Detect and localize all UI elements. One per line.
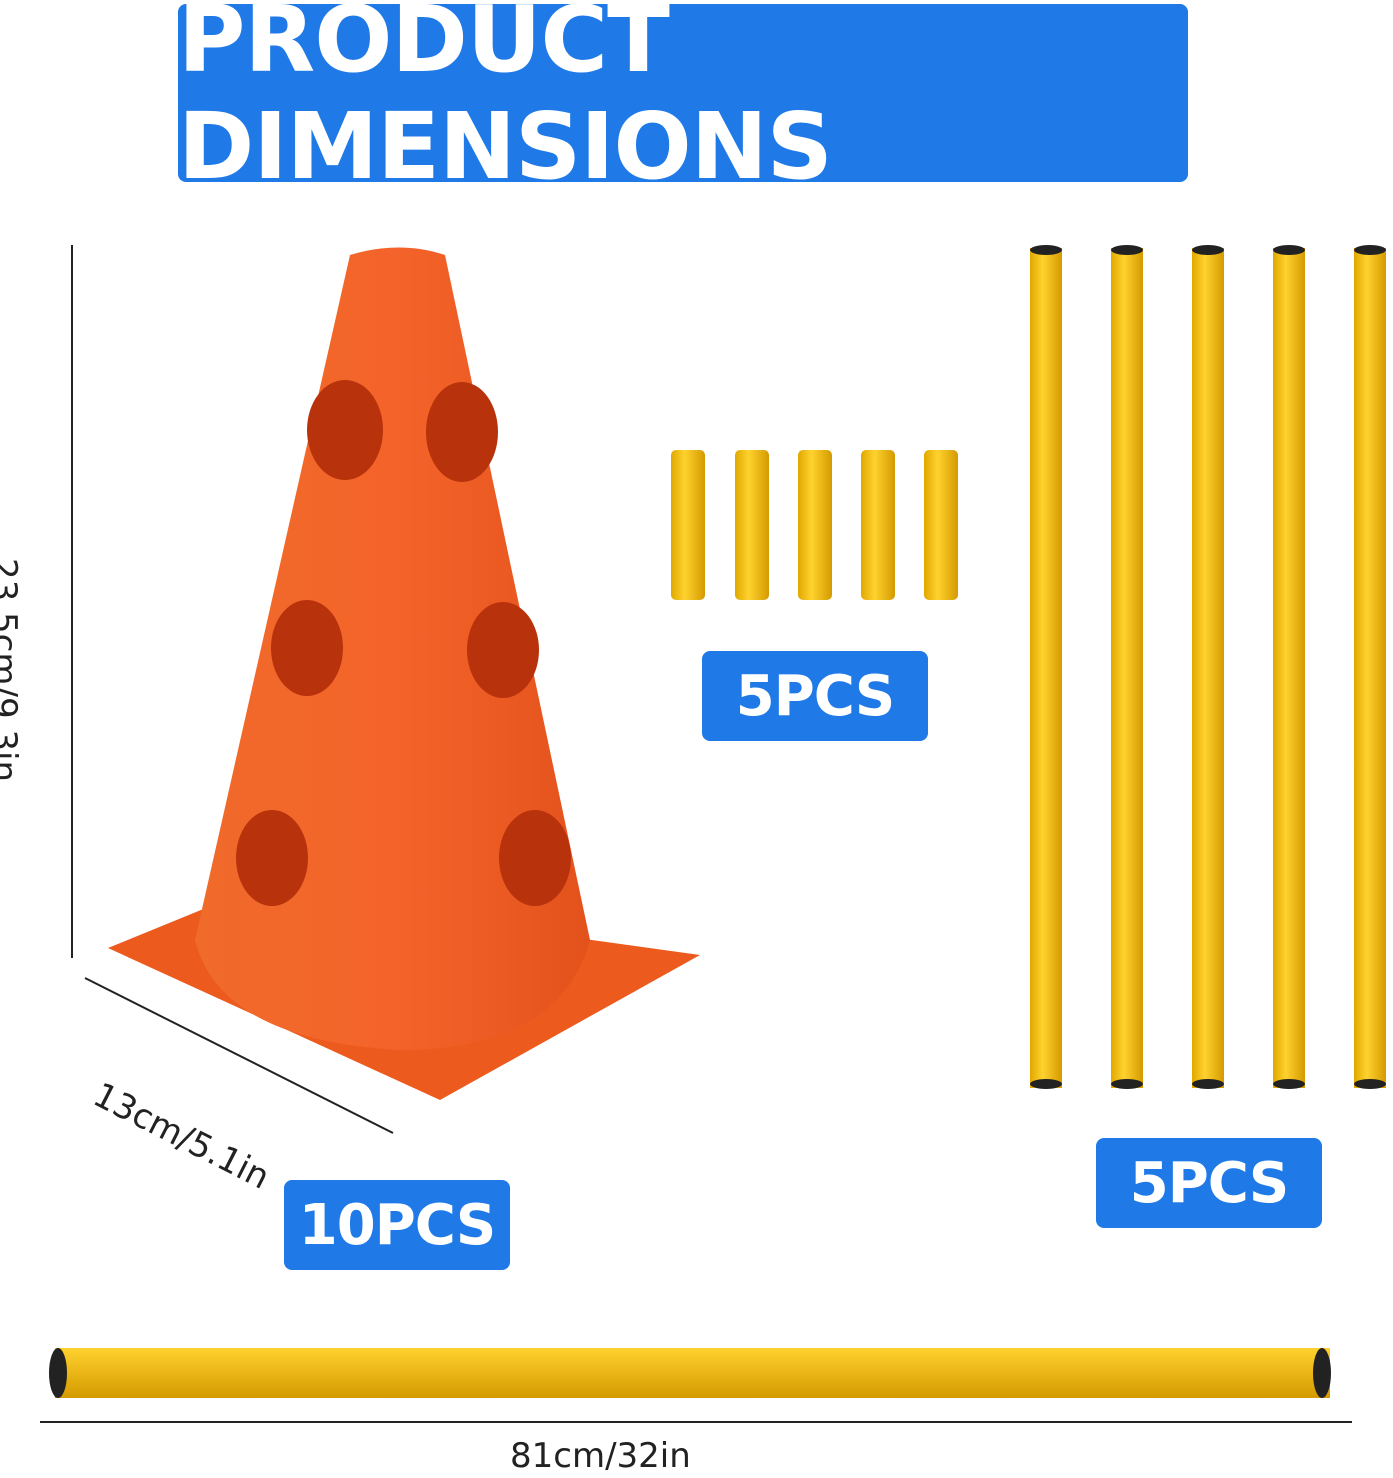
badge-text: 5PCS	[735, 663, 895, 729]
title: PRODUCT DIMENSIONS	[178, 0, 833, 200]
pole-end	[49, 1348, 67, 1398]
poles	[1030, 245, 1386, 1089]
badge-text: 10PCS	[298, 1192, 496, 1258]
badge: 5PCS	[1096, 1138, 1322, 1228]
dimension-arrows	[40, 245, 1352, 1423]
badge: 10PCS	[284, 1180, 510, 1270]
dimension-label: 23.5cm/9.3in	[0, 557, 25, 783]
cone-holes	[236, 380, 571, 906]
title-banner: PRODUCT DIMENSIONS	[178, 0, 1188, 200]
connectors	[671, 450, 958, 600]
pole-end	[1313, 1348, 1331, 1398]
pole-horizontal	[55, 1348, 1330, 1398]
badge: 5PCS	[702, 651, 928, 741]
badge-text: 5PCS	[1129, 1150, 1289, 1216]
dimension-label: 81cm/32in	[510, 1436, 691, 1476]
